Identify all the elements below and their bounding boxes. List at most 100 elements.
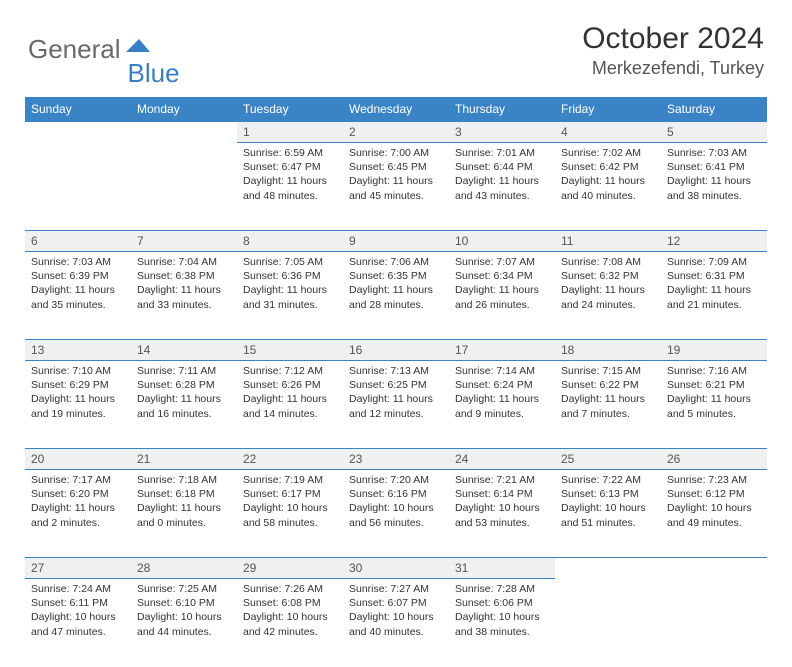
logo-word-2: Blue	[128, 58, 180, 89]
day-info: Sunrise: 7:11 AMSunset: 6:28 PMDaylight:…	[131, 361, 237, 421]
day-body-cell: Sunrise: 7:11 AMSunset: 6:28 PMDaylight:…	[131, 361, 237, 449]
day-body-cell: Sunrise: 7:24 AMSunset: 6:11 PMDaylight:…	[25, 579, 131, 667]
day-body-cell: Sunrise: 7:19 AMSunset: 6:17 PMDaylight:…	[237, 470, 343, 558]
day-number-cell: 22	[237, 449, 343, 470]
day-number-cell	[661, 558, 767, 579]
day-info: Sunrise: 7:26 AMSunset: 6:08 PMDaylight:…	[237, 579, 343, 639]
day-header: Thursday	[449, 97, 555, 122]
day-body-cell: Sunrise: 7:21 AMSunset: 6:14 PMDaylight:…	[449, 470, 555, 558]
day-number-cell: 21	[131, 449, 237, 470]
day-number-cell: 11	[555, 231, 661, 252]
day-info: Sunrise: 7:03 AMSunset: 6:39 PMDaylight:…	[25, 252, 131, 312]
day-number-cell: 28	[131, 558, 237, 579]
day-info: Sunrise: 7:20 AMSunset: 6:16 PMDaylight:…	[343, 470, 449, 530]
day-info: Sunrise: 7:21 AMSunset: 6:14 PMDaylight:…	[449, 470, 555, 530]
day-number-cell: 15	[237, 340, 343, 361]
day-body-cell: Sunrise: 7:27 AMSunset: 6:07 PMDaylight:…	[343, 579, 449, 667]
day-body-cell: Sunrise: 7:03 AMSunset: 6:41 PMDaylight:…	[661, 143, 767, 231]
day-body-cell: Sunrise: 7:05 AMSunset: 6:36 PMDaylight:…	[237, 252, 343, 340]
day-info: Sunrise: 7:00 AMSunset: 6:45 PMDaylight:…	[343, 143, 449, 203]
day-body-cell: Sunrise: 7:28 AMSunset: 6:06 PMDaylight:…	[449, 579, 555, 667]
day-number-cell: 8	[237, 231, 343, 252]
day-body-cell: Sunrise: 7:06 AMSunset: 6:35 PMDaylight:…	[343, 252, 449, 340]
day-number-cell: 30	[343, 558, 449, 579]
week-daynum-row: 2728293031	[25, 558, 767, 579]
week-body-row: Sunrise: 6:59 AMSunset: 6:47 PMDaylight:…	[25, 143, 767, 231]
week-body-row: Sunrise: 7:03 AMSunset: 6:39 PMDaylight:…	[25, 252, 767, 340]
day-number-cell: 25	[555, 449, 661, 470]
day-body-cell	[555, 579, 661, 667]
day-body-cell: Sunrise: 7:25 AMSunset: 6:10 PMDaylight:…	[131, 579, 237, 667]
week-body-row: Sunrise: 7:10 AMSunset: 6:29 PMDaylight:…	[25, 361, 767, 449]
day-info: Sunrise: 7:19 AMSunset: 6:17 PMDaylight:…	[237, 470, 343, 530]
day-body-cell: Sunrise: 7:00 AMSunset: 6:45 PMDaylight:…	[343, 143, 449, 231]
day-header: Monday	[131, 97, 237, 122]
day-header: Saturday	[661, 97, 767, 122]
logo-word-1: General	[28, 34, 121, 65]
location-label: Merkezefendi, Turkey	[582, 58, 764, 79]
day-info: Sunrise: 7:17 AMSunset: 6:20 PMDaylight:…	[25, 470, 131, 530]
day-number-cell	[555, 558, 661, 579]
day-body-cell: Sunrise: 7:03 AMSunset: 6:39 PMDaylight:…	[25, 252, 131, 340]
day-body-cell: Sunrise: 7:16 AMSunset: 6:21 PMDaylight:…	[661, 361, 767, 449]
day-number-cell: 18	[555, 340, 661, 361]
day-number-cell: 6	[25, 231, 131, 252]
day-body-cell: Sunrise: 7:01 AMSunset: 6:44 PMDaylight:…	[449, 143, 555, 231]
week-daynum-row: 13141516171819	[25, 340, 767, 361]
day-info: Sunrise: 6:59 AMSunset: 6:47 PMDaylight:…	[237, 143, 343, 203]
day-body-cell: Sunrise: 7:14 AMSunset: 6:24 PMDaylight:…	[449, 361, 555, 449]
day-info: Sunrise: 7:14 AMSunset: 6:24 PMDaylight:…	[449, 361, 555, 421]
day-body-cell: Sunrise: 7:13 AMSunset: 6:25 PMDaylight:…	[343, 361, 449, 449]
day-info: Sunrise: 7:27 AMSunset: 6:07 PMDaylight:…	[343, 579, 449, 639]
day-info: Sunrise: 7:22 AMSunset: 6:13 PMDaylight:…	[555, 470, 661, 530]
day-number-cell: 1	[237, 122, 343, 143]
day-body-cell: Sunrise: 7:07 AMSunset: 6:34 PMDaylight:…	[449, 252, 555, 340]
day-header: Sunday	[25, 97, 131, 122]
day-info: Sunrise: 7:06 AMSunset: 6:35 PMDaylight:…	[343, 252, 449, 312]
day-info: Sunrise: 7:03 AMSunset: 6:41 PMDaylight:…	[661, 143, 767, 203]
day-number-cell: 13	[25, 340, 131, 361]
day-number-cell: 24	[449, 449, 555, 470]
day-body-cell: Sunrise: 7:09 AMSunset: 6:31 PMDaylight:…	[661, 252, 767, 340]
logo: General Blue	[28, 22, 180, 77]
day-number-cell: 2	[343, 122, 449, 143]
day-number-cell: 23	[343, 449, 449, 470]
day-body-cell: Sunrise: 7:23 AMSunset: 6:12 PMDaylight:…	[661, 470, 767, 558]
day-info: Sunrise: 7:08 AMSunset: 6:32 PMDaylight:…	[555, 252, 661, 312]
day-info: Sunrise: 7:04 AMSunset: 6:38 PMDaylight:…	[131, 252, 237, 312]
day-info: Sunrise: 7:02 AMSunset: 6:42 PMDaylight:…	[555, 143, 661, 203]
day-info: Sunrise: 7:23 AMSunset: 6:12 PMDaylight:…	[661, 470, 767, 530]
day-info: Sunrise: 7:09 AMSunset: 6:31 PMDaylight:…	[661, 252, 767, 312]
day-info: Sunrise: 7:01 AMSunset: 6:44 PMDaylight:…	[449, 143, 555, 203]
week-body-row: Sunrise: 7:17 AMSunset: 6:20 PMDaylight:…	[25, 470, 767, 558]
day-body-cell: Sunrise: 7:20 AMSunset: 6:16 PMDaylight:…	[343, 470, 449, 558]
day-number-cell: 31	[449, 558, 555, 579]
day-number-cell: 5	[661, 122, 767, 143]
day-header: Tuesday	[237, 97, 343, 122]
day-info: Sunrise: 7:13 AMSunset: 6:25 PMDaylight:…	[343, 361, 449, 421]
week-body-row: Sunrise: 7:24 AMSunset: 6:11 PMDaylight:…	[25, 579, 767, 667]
day-body-cell: Sunrise: 6:59 AMSunset: 6:47 PMDaylight:…	[237, 143, 343, 231]
day-body-cell: Sunrise: 7:04 AMSunset: 6:38 PMDaylight:…	[131, 252, 237, 340]
day-body-cell	[131, 143, 237, 231]
day-info: Sunrise: 7:07 AMSunset: 6:34 PMDaylight:…	[449, 252, 555, 312]
page-title: October 2024	[582, 22, 764, 56]
day-number-cell	[131, 122, 237, 143]
day-info: Sunrise: 7:18 AMSunset: 6:18 PMDaylight:…	[131, 470, 237, 530]
week-daynum-row: 6789101112	[25, 231, 767, 252]
day-body-cell: Sunrise: 7:17 AMSunset: 6:20 PMDaylight:…	[25, 470, 131, 558]
day-body-cell	[25, 143, 131, 231]
day-number-cell: 12	[661, 231, 767, 252]
day-header: Wednesday	[343, 97, 449, 122]
day-number-cell: 10	[449, 231, 555, 252]
day-info: Sunrise: 7:12 AMSunset: 6:26 PMDaylight:…	[237, 361, 343, 421]
week-daynum-row: 12345	[25, 122, 767, 143]
day-info: Sunrise: 7:28 AMSunset: 6:06 PMDaylight:…	[449, 579, 555, 639]
day-number-cell: 20	[25, 449, 131, 470]
day-body-cell: Sunrise: 7:18 AMSunset: 6:18 PMDaylight:…	[131, 470, 237, 558]
day-body-cell: Sunrise: 7:08 AMSunset: 6:32 PMDaylight:…	[555, 252, 661, 340]
day-info: Sunrise: 7:05 AMSunset: 6:36 PMDaylight:…	[237, 252, 343, 312]
day-number-cell: 17	[449, 340, 555, 361]
day-number-cell: 29	[237, 558, 343, 579]
day-body-cell	[661, 579, 767, 667]
